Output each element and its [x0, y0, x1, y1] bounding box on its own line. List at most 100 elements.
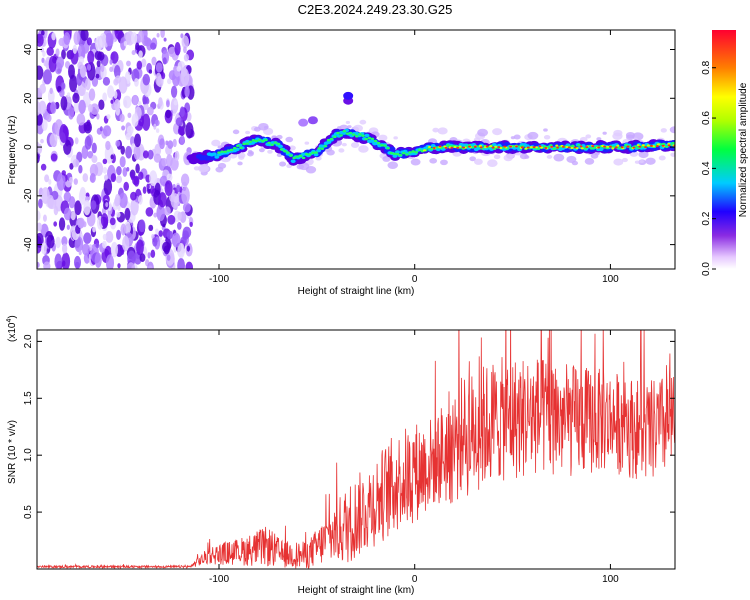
noise-blob	[173, 100, 178, 106]
ridge-mark	[286, 151, 290, 154]
halo-blob	[338, 148, 345, 153]
halo-blob	[527, 131, 539, 140]
noise-blob	[131, 32, 138, 44]
noise-blob	[176, 65, 182, 72]
noise-blob	[37, 113, 43, 126]
noise-blob	[48, 178, 52, 185]
noise-blob	[120, 145, 125, 155]
noise-blob	[105, 231, 114, 243]
noise-blob	[161, 72, 166, 80]
noise-blob	[189, 221, 193, 228]
halo-blob	[477, 128, 489, 137]
noise-blob	[158, 97, 163, 107]
ridge-mark	[276, 142, 281, 146]
noise-blob	[86, 37, 93, 46]
halo-blob	[347, 125, 352, 129]
noise-blob	[130, 198, 139, 216]
ridge-mark	[320, 147, 325, 151]
noise-blob	[56, 56, 65, 69]
halo-blob	[503, 154, 513, 162]
ridge-mark	[489, 145, 493, 148]
noise-blob	[127, 250, 136, 266]
ridge-mark	[491, 146, 495, 149]
ridge-mark	[614, 146, 618, 149]
ridge-mark	[458, 145, 462, 148]
noise-blob	[143, 103, 149, 111]
ridge-mark	[638, 145, 642, 148]
noise-blob	[77, 44, 86, 59]
figure-title: C2E3.2024.249.23.30.G25	[298, 2, 453, 17]
halo-blob	[353, 124, 363, 132]
noise-blob	[81, 243, 90, 256]
halo-blob	[658, 155, 666, 161]
noise-blob	[80, 30, 89, 41]
noise-blob	[138, 219, 146, 233]
halo-blob	[437, 127, 448, 135]
ridge-mark	[386, 146, 390, 150]
noise-blob	[136, 239, 144, 256]
noise-blob	[180, 33, 184, 39]
noise-blob	[148, 69, 153, 74]
noise-blob	[127, 112, 132, 119]
noise-blob	[38, 198, 43, 209]
noise-blob	[83, 232, 92, 244]
ridge-mark	[422, 149, 426, 152]
ridge-mark	[618, 146, 622, 150]
noise-blob	[110, 173, 117, 183]
noise-blob	[46, 114, 52, 123]
noise-blob	[122, 167, 128, 177]
ridge-mark	[289, 154, 293, 157]
ridge-mark	[534, 146, 538, 149]
x-tick-label: -100	[209, 574, 229, 585]
y-tick-label: 1.0	[23, 448, 34, 462]
y-tick-label: 1.5	[23, 391, 34, 405]
ridge-mark	[270, 143, 275, 147]
colorbar-tick-label: 0.2	[701, 211, 712, 225]
halo-blob	[387, 161, 399, 170]
noise-blob	[114, 193, 121, 207]
ridge-mark	[267, 141, 271, 145]
noise-blob	[166, 100, 170, 108]
noise-blob	[182, 202, 191, 213]
ridge-mark	[606, 145, 610, 148]
noise-blob	[138, 195, 143, 205]
ridge-mark	[556, 146, 559, 149]
ridge-mark	[282, 149, 287, 153]
ridge-mark	[380, 143, 384, 147]
ridge-mark	[395, 152, 400, 156]
noise-blob	[61, 170, 66, 176]
noise-blob	[181, 136, 185, 142]
halo-blob	[267, 149, 273, 154]
noise-blob	[154, 182, 161, 196]
noise-blob	[155, 62, 163, 73]
snr-multiplier-base: (x10	[7, 322, 18, 342]
noise-blob	[73, 178, 78, 185]
halo-blob	[492, 128, 503, 136]
halo-blob	[304, 141, 310, 145]
noise-blob	[48, 55, 57, 73]
ridge-mark	[329, 137, 334, 141]
ridge-mark	[468, 145, 471, 148]
halo-blob	[285, 136, 294, 143]
noise-blob	[160, 30, 165, 39]
noise-blob	[113, 65, 121, 79]
noise-blob	[161, 157, 168, 167]
snr-y-ticks: 0.5 1.0 1.5 2.0	[23, 334, 675, 519]
noise-blob	[150, 249, 156, 258]
noise-blob	[126, 166, 130, 172]
noise-blob	[109, 66, 114, 73]
colorbar-ticks: 0.0 0.2 0.4 0.6 0.8	[701, 60, 716, 276]
ridge-mark	[585, 146, 589, 149]
noise-blob	[152, 237, 158, 247]
x-tick-label: 100	[602, 574, 619, 585]
noise-blob	[37, 261, 40, 268]
ridge-mark	[223, 150, 228, 154]
noise-blob	[126, 262, 136, 269]
noise-blob	[76, 113, 86, 126]
ridge-mark	[388, 146, 396, 152]
noise-blob	[147, 149, 154, 160]
noise-blob	[110, 241, 119, 258]
ridge-mark	[626, 145, 630, 148]
snr-y-label: SNR (10 * v/v)	[7, 420, 18, 484]
ridge-mark	[304, 152, 309, 156]
